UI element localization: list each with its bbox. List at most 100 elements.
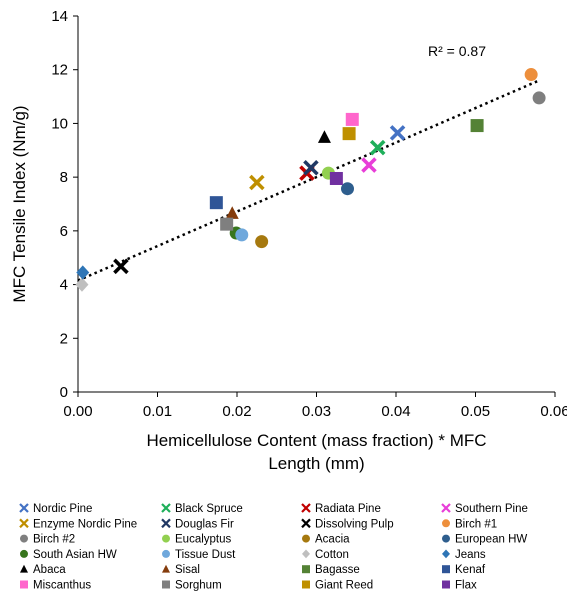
- legend-marker: [442, 565, 450, 574]
- legend-item: Birch #2: [20, 534, 75, 546]
- legend-label: Birch #1: [455, 518, 497, 530]
- legend-marker: [20, 534, 28, 543]
- x-tick-label: 0.05: [461, 403, 490, 420]
- legend-label: Sorghum: [175, 580, 222, 592]
- legend-label: Tissue Dust: [175, 549, 236, 561]
- data-point: [532, 91, 546, 105]
- data-point: [345, 112, 359, 126]
- legend-marker: [20, 549, 28, 558]
- legend-marker: [19, 518, 29, 529]
- y-tick-label: 2: [60, 330, 68, 347]
- data-point: [342, 127, 356, 141]
- legend-marker: [442, 534, 450, 543]
- legend-item: Jeans: [442, 549, 486, 561]
- legend-marker: [162, 580, 170, 589]
- legend-label: South Asian HW: [33, 549, 117, 561]
- data-point: [524, 68, 538, 82]
- data-point: [220, 217, 234, 231]
- x-tick-label: 0.04: [381, 403, 410, 420]
- data-point: [361, 157, 377, 173]
- legend-label: European HW: [455, 534, 527, 546]
- legend-item: Southern Pine: [441, 503, 528, 515]
- legend-item: Cotton: [302, 549, 349, 561]
- legend-item: Miscanthus: [20, 580, 91, 592]
- legend-item: Eucalyptus: [162, 534, 232, 546]
- data-point: [329, 171, 343, 185]
- legend-marker: [302, 534, 310, 543]
- data-point: [75, 277, 89, 292]
- legend-label: Radiata Pine: [315, 503, 381, 515]
- legend-label: Cotton: [315, 549, 349, 561]
- legend-item: Sorghum: [162, 580, 222, 592]
- legend-item: Flax: [442, 580, 477, 592]
- plot-axes: [77, 16, 555, 393]
- legend-item: Tissue Dust: [162, 549, 236, 561]
- x-tick-label: 0.01: [143, 403, 172, 420]
- data-point: [235, 228, 249, 242]
- legend-item: Douglas Fir: [161, 518, 234, 530]
- data-point: [209, 196, 223, 210]
- legend-label: Birch #2: [33, 534, 75, 546]
- legend-marker: [161, 518, 171, 529]
- data-point: [470, 119, 484, 133]
- legend-marker: [442, 549, 450, 559]
- legend-label: Kenaf: [455, 564, 486, 576]
- x-tick-label: 0.03: [302, 403, 331, 420]
- legend-label: Abaca: [33, 564, 66, 576]
- x-axis-title-line-2: Length (mm): [268, 454, 364, 473]
- legend-label: Black Spruce: [175, 503, 243, 515]
- x-tick-label: 0.02: [222, 403, 251, 420]
- y-tick-label: 4: [60, 277, 68, 294]
- legend-marker: [20, 580, 28, 589]
- data-point: [303, 159, 319, 176]
- legend-label: Eucalyptus: [175, 534, 232, 546]
- legend-label: Bagasse: [315, 564, 360, 576]
- legend-marker: [442, 580, 450, 589]
- y-tick-label: 8: [60, 169, 68, 186]
- legend-marker: [302, 565, 310, 574]
- data-point: [249, 174, 265, 191]
- legend-item: Kenaf: [442, 564, 486, 576]
- legend-item: Black Spruce: [161, 503, 243, 515]
- legend-label: Sisal: [175, 564, 200, 576]
- legend-marker: [302, 549, 310, 559]
- legend-label: Miscanthus: [33, 580, 91, 592]
- legend-marker: [20, 564, 28, 573]
- legend-label: Douglas Fir: [175, 518, 234, 530]
- legend-label: Flax: [455, 580, 477, 592]
- y-tick-label: 10: [51, 115, 68, 132]
- legend-label: Enzyme Nordic Pine: [33, 518, 137, 530]
- legend-marker: [162, 534, 170, 543]
- legend-marker: [162, 549, 170, 558]
- legend-marker: [19, 503, 29, 513]
- y-tick-label: 12: [51, 62, 68, 79]
- axis-ticks: 0.00 0.01 0.02 0.03 0.04 0.05 0.06 0 2 4 6 8 10 12 14: [51, 8, 567, 420]
- legend-item: Radiata Pine: [301, 503, 381, 515]
- x-axis-title-line-1: Hemicellulose Content (mass fraction) * …: [146, 431, 486, 450]
- legend-label: Dissolving Pulp: [315, 518, 394, 530]
- x-tick-label: 0.06: [540, 403, 567, 420]
- legend-marker: [302, 580, 310, 589]
- data-point: [341, 182, 355, 196]
- r-squared-label: R² = 0.87: [428, 43, 486, 59]
- data-point: [369, 139, 386, 156]
- legend-marker: [162, 564, 170, 573]
- legend-item: South Asian HW: [20, 549, 117, 561]
- legend-marker: [442, 519, 450, 528]
- legend-label: Jeans: [455, 549, 486, 561]
- legend-marker: [161, 503, 171, 513]
- legend-marker: [301, 503, 311, 513]
- data-point: [317, 130, 331, 143]
- y-tick-label: 0: [60, 384, 68, 401]
- legend-item: Giant Reed: [302, 580, 373, 592]
- data-point: [76, 265, 90, 280]
- legend-item: Enzyme Nordic Pine: [19, 518, 137, 530]
- data-point: [113, 258, 129, 275]
- legend-item: Bagasse: [302, 564, 360, 576]
- legend-label: Acacia: [315, 534, 350, 546]
- y-axis-title: MFC Tensile Index (Nm/g): [10, 105, 29, 302]
- y-tick-label: 6: [60, 223, 68, 240]
- x-tick-label: 0.00: [63, 403, 92, 420]
- legend-item: Abaca: [20, 564, 66, 576]
